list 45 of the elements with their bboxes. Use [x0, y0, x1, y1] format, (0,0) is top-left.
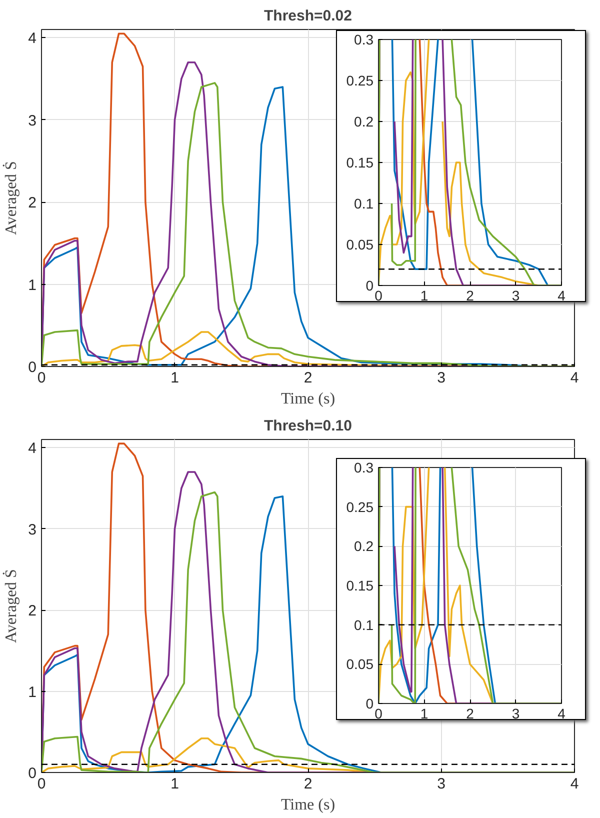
x-axis-title: Time (s) [280, 796, 336, 814]
y-tick-label: 0 [366, 278, 374, 294]
x-tick-label: 4 [558, 706, 566, 722]
y-tick-label: 0 [366, 696, 374, 712]
y-axis-title: Averaged Ṡ [2, 161, 20, 235]
y-tick-label: 0.2 [354, 114, 374, 130]
x-tick-label: 2 [466, 288, 474, 304]
x-tick-label: 3 [437, 370, 446, 386]
y-tick-label: 0.3 [354, 32, 374, 48]
y-tick-label: 0 [28, 359, 36, 376]
x-tick-label: 3 [512, 288, 520, 304]
y-tick-label: 2 [28, 602, 36, 620]
y-tick-label: 4 [28, 440, 36, 458]
y-tick-label: 0.2 [354, 538, 374, 554]
x-tick-label: 3 [437, 776, 446, 792]
chart-title: Thresh=0.02 [264, 8, 352, 24]
y-tick-label: 0.05 [346, 236, 374, 252]
chart-title: Thresh=0.10 [264, 418, 352, 434]
y-tick-label: 1 [28, 684, 36, 701]
y-tick-label: 4 [28, 30, 36, 48]
y-tick-label: 0.25 [346, 498, 374, 515]
x-tick-label: 1 [170, 776, 179, 792]
y-tick-label: 0.1 [354, 196, 374, 212]
x-tick-label: 4 [558, 288, 566, 304]
y-tick-label: 0 [28, 765, 36, 782]
x-tick-label: 3 [512, 706, 520, 722]
y-tick-label: 0.3 [354, 460, 374, 476]
y-tick-label: 0.25 [346, 72, 374, 88]
x-tick-label: 1 [420, 288, 428, 304]
x-tick-label: 2 [466, 706, 474, 722]
x-tick-label: 2 [304, 776, 312, 792]
x-tick-label: 2 [304, 370, 312, 386]
x-tick-label: 1 [420, 706, 428, 722]
x-tick-label: 1 [170, 370, 179, 386]
y-tick-label: 3 [28, 112, 36, 130]
y-tick-label: 0.1 [354, 616, 374, 633]
y-tick-label: 3 [28, 521, 36, 538]
x-tick-label: 4 [570, 370, 579, 386]
y-tick-label: 0.15 [346, 578, 374, 594]
y-tick-label: 2 [28, 194, 36, 212]
x-axis-title: Time (s) [280, 390, 336, 408]
y-tick-label: 0.15 [346, 154, 374, 170]
x-tick-label: 4 [570, 776, 579, 792]
y-axis-title: Averaged Ṡ [2, 569, 20, 643]
y-tick-label: 0.05 [346, 656, 374, 672]
